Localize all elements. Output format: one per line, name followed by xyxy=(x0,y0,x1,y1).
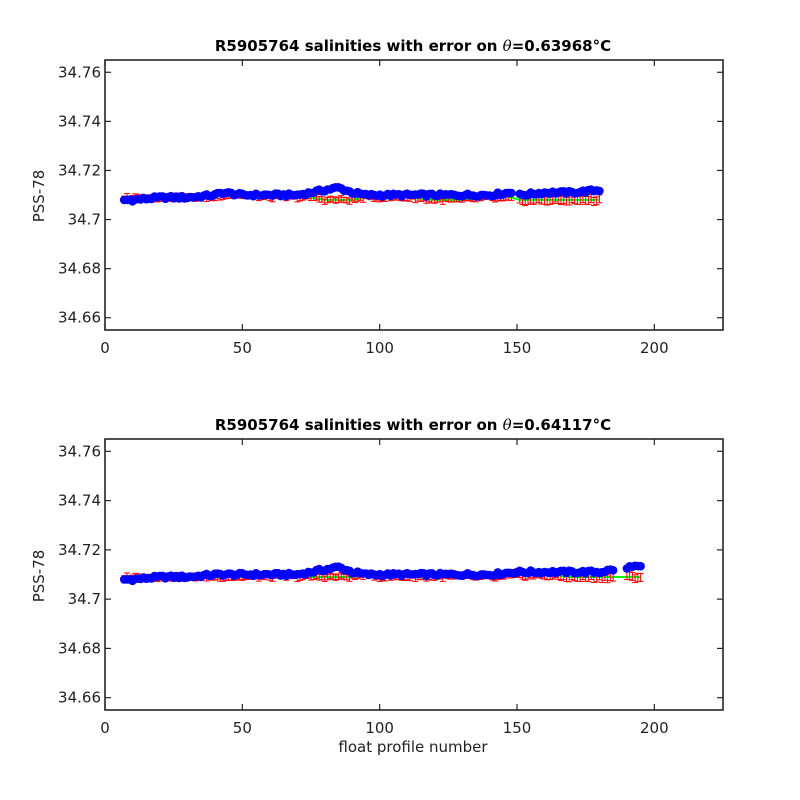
salinity-point xyxy=(608,566,618,575)
x-tick-label: 0 xyxy=(100,719,110,737)
salinity-point xyxy=(595,186,604,196)
salinity-points xyxy=(119,561,645,586)
y-tick-label: 34.74 xyxy=(58,112,101,130)
x-tick-label: 100 xyxy=(365,719,394,737)
subplot-2-plot-area: 0 50 100 150 200 34.66 34.68 34.7 34.72 34.74 34.7… xyxy=(58,438,724,737)
subplot-1-title: R5905764 salinities with error on θ=0.63… xyxy=(215,37,611,55)
y-tick-label: 34.66 xyxy=(58,309,101,327)
y-tick-label: 34.76 xyxy=(58,442,101,460)
subplot-2-ylabel: PSS-78 xyxy=(30,550,48,603)
y-tick-label: 34.7 xyxy=(68,211,101,229)
x-tick-label: 200 xyxy=(640,339,669,357)
subplot-1: R5905764 salinities with error on θ=0.63… xyxy=(30,37,724,357)
y-tick-label: 34.74 xyxy=(58,492,101,510)
y-tick-label: 34.72 xyxy=(58,161,101,179)
x-tick-label: 100 xyxy=(365,339,394,357)
y-tick-label: 34.68 xyxy=(58,260,101,278)
y-tick-label: 34.66 xyxy=(58,689,101,707)
subplot-2-xlabel: float profile number xyxy=(338,738,488,756)
x-tick-label: 50 xyxy=(233,339,252,357)
axes-box xyxy=(104,438,724,711)
subplot-2: R5905764 salinities with error on θ=0.64… xyxy=(30,416,724,756)
y-tick-label: 34.76 xyxy=(58,63,101,81)
axes-box xyxy=(104,59,724,331)
salinity-points xyxy=(119,183,604,206)
salinity-point xyxy=(507,188,516,198)
subplot-1-ylabel: PSS-78 xyxy=(30,170,48,223)
x-tick-label: 150 xyxy=(503,339,532,357)
subplot-1-plot-area: 0 50 100 150 200 34.66 34.68 34.7 34.72 34.74 34.7… xyxy=(58,59,724,357)
salinity-point xyxy=(636,561,645,571)
x-tick-label: 50 xyxy=(233,719,252,737)
y-tick-label: 34.7 xyxy=(68,590,101,608)
subplot-2-title: R5905764 salinities with error on θ=0.64… xyxy=(215,416,611,434)
x-tick-label: 150 xyxy=(503,719,532,737)
y-tick-label: 34.68 xyxy=(58,639,101,657)
y-tick-label: 34.72 xyxy=(58,541,101,559)
x-tick-label: 0 xyxy=(100,339,110,357)
x-tick-label: 200 xyxy=(640,719,669,737)
